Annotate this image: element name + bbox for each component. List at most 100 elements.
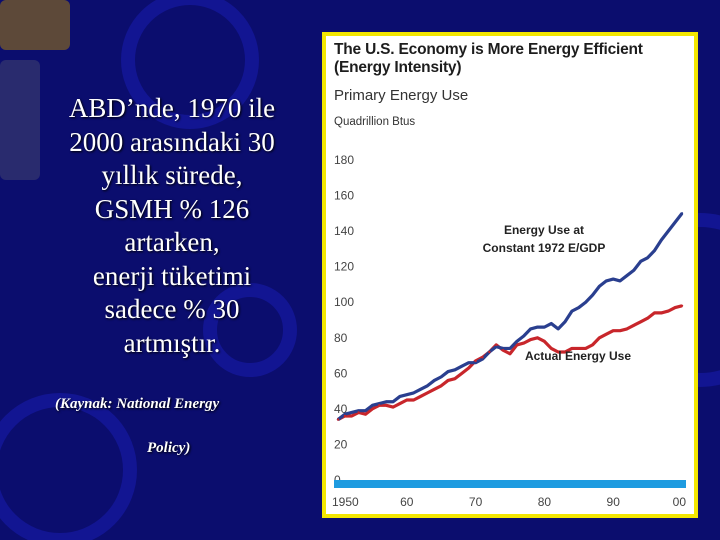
y-tick-label: 100 — [334, 295, 354, 309]
chart-plot: 020406080100120140160180 19506070809000 … — [332, 153, 686, 509]
data-point-energy-use-constant — [543, 325, 546, 329]
body-line-3: yıllık sürede, — [101, 160, 243, 190]
data-point-energy-use-constant — [563, 320, 567, 323]
data-point-energy-use-constant — [378, 402, 381, 405]
data-point-actual-energy-use — [501, 349, 505, 352]
data-point-energy-use-constant — [426, 384, 429, 387]
data-point-actual-energy-use — [667, 309, 670, 313]
data-point-energy-use-constant — [357, 409, 360, 412]
body-line-5: artarken, — [124, 227, 220, 257]
data-point-energy-use-constant — [522, 334, 525, 338]
body-line-4: GSMH % 126 — [94, 193, 250, 224]
data-point-energy-use-constant — [612, 277, 615, 281]
data-point-actual-energy-use — [646, 317, 649, 320]
data-point-actual-energy-use — [460, 372, 464, 375]
data-point-actual-energy-use — [398, 402, 402, 405]
data-point-energy-use-constant — [412, 391, 415, 395]
data-point-energy-use-constant — [501, 347, 505, 350]
data-point-energy-use-constant — [598, 285, 601, 288]
body-line-6: enerji tüketimi — [92, 260, 252, 291]
data-point-actual-energy-use — [419, 395, 422, 398]
x-tick-label: 1950 — [332, 495, 359, 509]
data-point-actual-energy-use — [446, 379, 450, 382]
data-point-energy-use-constant — [632, 269, 636, 272]
annotation-energy-use-line-1: Energy Use at — [504, 223, 584, 237]
slide-body-text: ABD’nde, 1970 ile 2000 arasındaki 30 yıl… — [22, 92, 322, 360]
y-tick-label: 20 — [334, 437, 348, 451]
data-point-energy-use-constant — [460, 365, 464, 368]
data-point-actual-energy-use — [660, 311, 663, 315]
y-tick-label: 40 — [334, 402, 348, 416]
data-point-actual-energy-use — [495, 343, 498, 347]
source-line-2: Policy) — [147, 440, 191, 456]
data-point-actual-energy-use — [653, 311, 656, 315]
y-tick-label: 80 — [334, 331, 348, 345]
y-tick-label: 180 — [334, 153, 354, 167]
body-line-1: ABD’nde, 1970 ile — [68, 93, 276, 123]
data-point-actual-energy-use — [453, 377, 457, 380]
body-line-7: sadece % 30 — [104, 294, 240, 324]
data-point-actual-energy-use — [556, 350, 560, 354]
chart-panel: The U.S. Economy is More Energy Efficien… — [322, 32, 698, 518]
x-tick-label: 90 — [607, 495, 621, 509]
source-citation: (Kaynak: National Energy Policy) — [55, 396, 295, 457]
data-point-energy-use-constant — [405, 393, 408, 396]
data-point-energy-use-constant — [570, 309, 574, 313]
decorative-gear-accent-icon — [0, 0, 70, 180]
data-point-actual-energy-use — [467, 366, 470, 370]
body-line-2: 2000 arasındaki 30 — [69, 126, 275, 157]
y-tick-label: 160 — [334, 189, 354, 203]
data-point-actual-energy-use — [570, 347, 574, 350]
y-tick-label: 140 — [334, 224, 354, 238]
data-point-energy-use-constant — [639, 260, 642, 263]
data-point-energy-use-constant — [508, 347, 512, 350]
data-point-actual-energy-use — [364, 413, 367, 416]
data-point-energy-use-constant — [605, 279, 608, 283]
data-point-actual-energy-use — [371, 407, 374, 411]
data-point-actual-energy-use — [336, 418, 340, 421]
data-point-energy-use-constant — [584, 301, 587, 304]
data-point-actual-energy-use — [673, 306, 677, 309]
data-point-energy-use-constant — [364, 409, 367, 412]
data-point-actual-energy-use — [405, 398, 408, 402]
data-point-actual-energy-use — [350, 414, 353, 418]
x-tick-label: 00 — [673, 495, 687, 509]
data-point-energy-use-constant — [481, 357, 484, 361]
data-point-actual-energy-use — [412, 398, 415, 402]
series-points — [336, 212, 684, 421]
annotation-actual-energy-use: Actual Energy Use — [525, 349, 631, 363]
x-axis-ticks: 1950 60 70 80 90 00 — [332, 495, 686, 509]
data-point-actual-energy-use — [391, 405, 395, 409]
data-point-energy-use-constant — [384, 400, 388, 403]
data-point-actual-energy-use — [598, 336, 601, 339]
data-point-actual-energy-use — [440, 384, 443, 387]
data-point-actual-energy-use — [529, 338, 532, 341]
data-point-energy-use-constant — [550, 322, 553, 325]
data-point-energy-use-constant — [667, 229, 670, 233]
data-point-actual-energy-use — [508, 352, 512, 355]
data-point-actual-energy-use — [357, 411, 360, 414]
data-point-energy-use-constant — [529, 327, 532, 331]
data-point-actual-energy-use — [488, 350, 491, 354]
data-point-energy-use-constant — [433, 379, 436, 382]
chart-baseline-bar — [334, 480, 686, 488]
data-point-actual-energy-use — [618, 329, 622, 332]
x-tick-label: 80 — [538, 495, 552, 509]
chart-y-axis-label: Quadrillion Btus — [334, 116, 416, 128]
data-point-energy-use-constant — [591, 293, 594, 297]
data-point-energy-use-constant — [419, 388, 422, 391]
source-line-1: (Kaynak: National Energy — [55, 396, 220, 412]
data-point-actual-energy-use — [632, 324, 636, 327]
data-point-energy-use-constant — [536, 325, 539, 329]
data-point-actual-energy-use — [515, 343, 519, 347]
data-point-energy-use-constant — [515, 340, 519, 343]
data-point-actual-energy-use — [550, 347, 553, 350]
data-point-actual-energy-use — [474, 359, 477, 363]
data-point-energy-use-constant — [440, 375, 443, 379]
data-point-energy-use-constant — [556, 327, 560, 331]
data-point-energy-use-constant — [653, 249, 656, 252]
data-point-energy-use-constant — [391, 400, 395, 403]
data-point-actual-energy-use — [577, 347, 580, 350]
data-point-energy-use-constant — [680, 212, 684, 215]
data-point-energy-use-constant — [371, 404, 374, 407]
